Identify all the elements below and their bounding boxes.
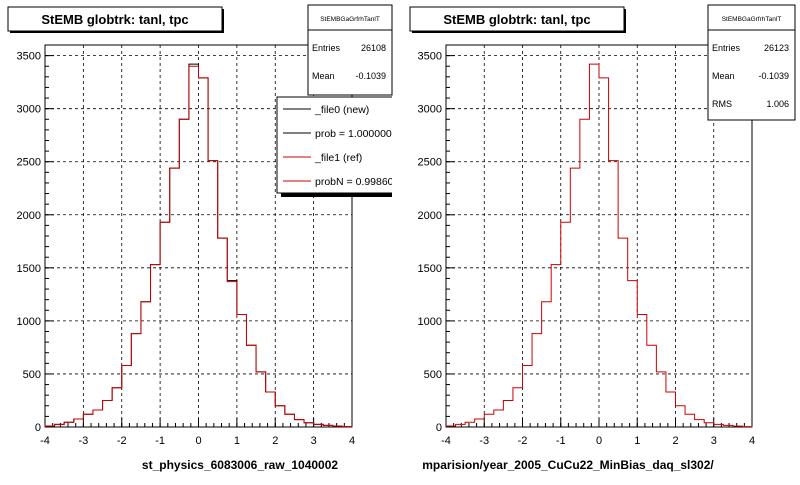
stats-key: Entries — [312, 43, 341, 53]
stats-key: Entries — [712, 43, 741, 53]
x-tick-label: 4 — [349, 435, 355, 447]
y-tick-label: 1500 — [17, 263, 41, 275]
y-tick-label: 500 — [23, 369, 41, 381]
legend-box — [276, 96, 392, 194]
x-tick-label: -2 — [518, 435, 528, 447]
y-tick-label: 3500 — [418, 51, 442, 63]
y-tick-label: 3000 — [418, 104, 442, 116]
legend-entry: _file1 (ref) — [314, 152, 362, 164]
x-tick-label: 2 — [272, 435, 278, 447]
x-axis-label: st_physics_6083006_raw_1040002 — [142, 458, 338, 472]
chart-title: StEMB globtrk: tanl, tpc — [41, 12, 188, 27]
y-tick-label: 1000 — [17, 316, 41, 328]
stats-key: Mean — [712, 71, 735, 81]
x-tick-label: 1 — [234, 435, 240, 447]
histogram-panel-left: -4 -3 -2 -1 0 1 2 3 4 0 500 1000 1500 2000 2500 3000 350… — [7, 4, 400, 472]
stats-box — [707, 4, 796, 121]
y-tick-label: 2000 — [418, 210, 442, 222]
x-tick-label: -4 — [441, 435, 451, 447]
x-tick-label: -3 — [78, 435, 88, 447]
title-box — [409, 6, 625, 32]
stats-box — [307, 4, 393, 96]
legend-entry: _file0 (new) — [314, 104, 369, 116]
histogram-panel-right: -4 -3 -2 -1 0 1 2 3 4 0 500 1000 1500 2000 2500 3000 350… — [409, 4, 796, 472]
stats-key: RMS — [712, 99, 732, 109]
x-axis-label: mparision/year_2005_CuCu22_MinBias_daq_s… — [422, 458, 714, 472]
x-tick-label: -2 — [117, 435, 127, 447]
x-tick-label: -1 — [556, 435, 566, 447]
stats-label: StEMBGaGrfrhTanlT — [320, 16, 380, 23]
stats-value: 26123 — [764, 43, 789, 53]
y-tick-label: 0 — [436, 422, 442, 434]
histogram-series-0 — [445, 63, 753, 428]
y-tick-label: 2000 — [17, 210, 41, 222]
y-tick-label: 500 — [424, 369, 442, 381]
x-tick-label: 3 — [711, 435, 717, 447]
histogram-series-1 — [44, 65, 353, 428]
stats-value: -0.1039 — [758, 71, 789, 81]
stats-value: 1.006 — [766, 99, 789, 109]
stats-value: 26108 — [361, 43, 386, 53]
y-tick-label: 3500 — [17, 51, 41, 63]
y-tick-label: 3000 — [17, 104, 41, 116]
x-tick-label: 2 — [672, 435, 678, 447]
stats-key: Mean — [312, 71, 335, 81]
legend-entry: prob = 1.000000 — [315, 128, 392, 140]
x-tick-label: -3 — [479, 435, 489, 447]
legend-entry: probN = 0.998600 — [315, 176, 400, 188]
x-tick-label: -1 — [155, 435, 165, 447]
x-tick-label: 0 — [596, 435, 602, 447]
y-tick-label: 0 — [35, 422, 41, 434]
legend: _file0 (new) prob = 1.000000 _file1 (ref) p… — [276, 96, 400, 197]
y-tick-label: 1500 — [418, 263, 442, 275]
x-tick-label: 1 — [634, 435, 640, 447]
y-tick-label: 1000 — [418, 316, 442, 328]
y-tick-label: 2500 — [17, 157, 41, 169]
stats-value: -0.1039 — [355, 71, 386, 81]
x-tick-label: 3 — [311, 435, 317, 447]
x-tick-label: 4 — [749, 435, 755, 447]
y-tick-label: 2500 — [418, 157, 442, 169]
chart-title: StEMB globtrk: tanl, tpc — [443, 12, 590, 27]
x-tick-label: -4 — [40, 435, 50, 447]
stats-label: StEMBGaGrfrhTanlT — [722, 16, 782, 23]
x-tick-label: 0 — [195, 435, 201, 447]
title-box — [7, 6, 223, 32]
